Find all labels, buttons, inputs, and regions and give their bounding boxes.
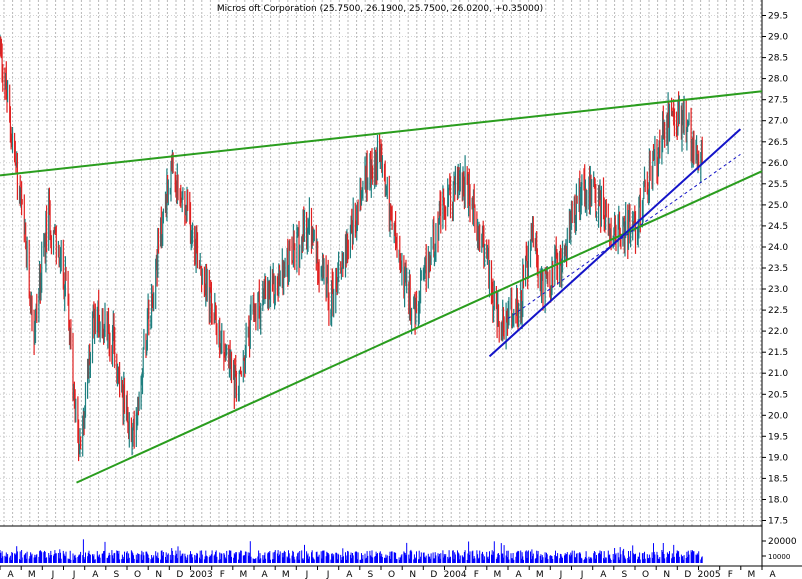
chart-title: Micros oft Corporation (25.7500, 26.1900… xyxy=(217,4,543,14)
y-tick-label: 25.0 xyxy=(768,201,788,211)
x-tick-label: A xyxy=(92,570,99,579)
y-tick-label: 23.5 xyxy=(768,264,788,274)
y-tick-label: 20.5 xyxy=(768,390,788,400)
x-tick-label: O xyxy=(388,570,395,579)
x-tick-label: J xyxy=(72,570,76,579)
y-tick-label: 22.5 xyxy=(768,306,788,316)
y-tick-label: 19.0 xyxy=(768,453,788,463)
x-tick-label: J xyxy=(305,570,309,579)
x-tick-label: M xyxy=(240,570,248,579)
x-axis-ticks: A M J J A S O N D 2003 F M A M J J A S O N D 2004 F M A M J J A S O N D 2… xyxy=(0,566,777,579)
x-tick-label: N xyxy=(663,570,670,579)
volume-tick-label: 20000 xyxy=(768,537,797,547)
x-tick-label: A xyxy=(262,570,269,579)
x-tick-label: 2005 xyxy=(698,570,721,579)
x-tick-label: O xyxy=(642,570,649,579)
volume-bars xyxy=(0,539,703,563)
x-tick-label: 2004 xyxy=(444,570,467,579)
x-tick-label: A xyxy=(600,570,607,579)
y-tick-label: 28.0 xyxy=(768,75,788,85)
y-tick-label: 27.0 xyxy=(768,117,788,127)
x-tick-label: A xyxy=(346,570,353,579)
y-tick-label: 26.5 xyxy=(768,138,788,148)
x-tick-label: M xyxy=(494,570,502,579)
x-tick-label: S xyxy=(114,570,120,579)
x-tick-label: N xyxy=(409,570,416,579)
y-tick-label: 23.0 xyxy=(768,285,788,295)
x-tick-label: J xyxy=(559,570,563,579)
x-tick-label: D xyxy=(176,570,183,579)
horizontal-gridlines xyxy=(0,15,762,521)
x-tick-label: J xyxy=(326,570,330,579)
volume-axis-ticks: 20000 10000 xyxy=(762,537,797,561)
x-tick-label: F xyxy=(220,570,225,579)
trendline xyxy=(507,153,741,319)
y-axis-ticks: 29.5 29.0 28.5 28.0 27.5 27.0 26.5 26.0 25.5 25.0… xyxy=(762,12,788,527)
x-tick-label: A xyxy=(770,570,777,579)
x-tick-label: F xyxy=(728,570,733,579)
trendline xyxy=(0,90,763,177)
x-tick-label: M xyxy=(748,570,756,579)
y-tick-label: 25.5 xyxy=(768,180,788,190)
y-tick-label: 18.0 xyxy=(768,496,788,506)
x-tick-label: M xyxy=(28,570,36,579)
y-tick-label: 22.0 xyxy=(768,327,788,337)
price-candles xyxy=(0,34,703,462)
y-tick-label: 24.5 xyxy=(768,222,788,232)
trendlines xyxy=(0,90,763,484)
y-tick-label: 17.5 xyxy=(768,517,788,527)
y-tick-label: 18.5 xyxy=(768,474,788,484)
x-tick-label: N xyxy=(155,570,162,579)
trendline xyxy=(76,170,763,484)
x-tick-label: D xyxy=(684,570,691,579)
y-tick-label: 20.0 xyxy=(768,411,788,421)
y-tick-label: 19.5 xyxy=(768,432,788,442)
y-tick-label: 27.5 xyxy=(768,96,788,106)
volume-tick-label: 10000 xyxy=(768,553,790,561)
y-tick-label: 29.0 xyxy=(768,33,788,43)
x-tick-label: A xyxy=(516,570,523,579)
y-tick-label: 29.5 xyxy=(768,12,788,22)
y-tick-label: 24.0 xyxy=(768,243,788,253)
x-tick-label: J xyxy=(580,570,584,579)
trendline xyxy=(488,128,742,358)
x-tick-label: O xyxy=(134,570,141,579)
y-tick-label: 26.0 xyxy=(768,159,788,169)
x-tick-label: A xyxy=(8,570,15,579)
x-tick-label: D xyxy=(430,570,437,579)
x-tick-label: S xyxy=(622,570,628,579)
x-tick-label: 2003 xyxy=(190,570,213,579)
y-tick-label: 21.5 xyxy=(768,348,788,358)
x-tick-label: S xyxy=(368,570,374,579)
x-tick-label: M xyxy=(282,570,290,579)
y-tick-label: 28.5 xyxy=(768,54,788,64)
x-tick-label: M xyxy=(536,570,544,579)
y-tick-label: 21.0 xyxy=(768,369,788,379)
x-tick-label: J xyxy=(51,570,55,579)
x-tick-label: F xyxy=(474,570,479,579)
